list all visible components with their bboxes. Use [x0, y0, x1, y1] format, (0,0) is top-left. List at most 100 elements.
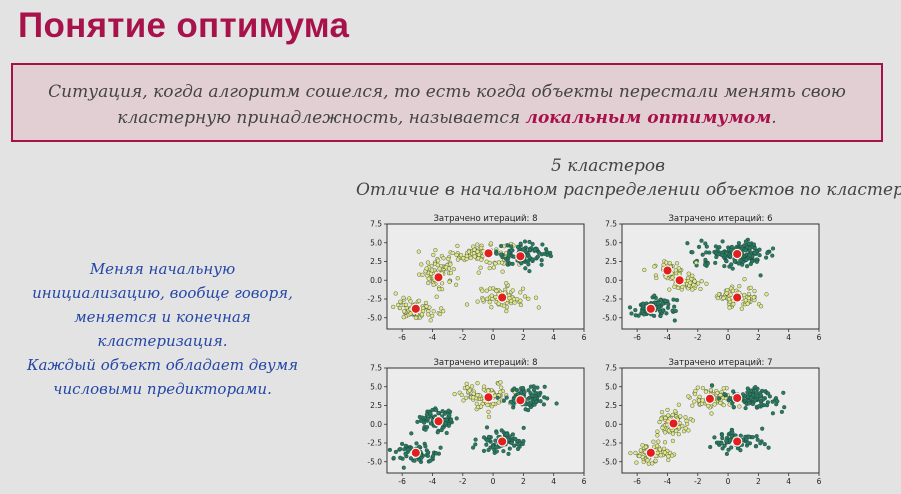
data-point	[690, 273, 695, 278]
data-point	[643, 444, 648, 449]
data-point	[428, 458, 433, 463]
data-point	[656, 439, 661, 444]
data-point	[667, 261, 672, 266]
data-point	[700, 386, 705, 391]
data-point	[541, 402, 546, 407]
y-tick-label: -2.5	[367, 295, 382, 304]
data-point	[718, 400, 723, 405]
data-point	[514, 388, 520, 393]
data-point	[673, 268, 678, 273]
data-point	[425, 453, 430, 458]
centroid-marker	[433, 416, 444, 427]
data-point	[660, 308, 666, 313]
data-point	[402, 447, 407, 452]
data-point	[463, 395, 469, 400]
data-point	[452, 392, 457, 397]
data-point	[464, 302, 470, 307]
data-point	[692, 399, 697, 404]
y-tick-label: 0.0	[605, 420, 617, 429]
plot-title: Затрачено итераций: 7	[668, 358, 772, 368]
data-point	[657, 447, 662, 452]
data-point	[652, 264, 657, 269]
scatter-svg: Затрачено итераций: 8 -6 -4 -2 0 2 4 6 7.5 5.0 2.5…	[367, 358, 587, 486]
centroid-marker	[515, 251, 526, 262]
data-point	[401, 295, 406, 300]
data-point	[686, 394, 691, 399]
definition-suffix: .	[771, 108, 777, 128]
centroid-marker	[410, 303, 421, 314]
data-point	[478, 265, 483, 270]
data-point	[401, 465, 406, 470]
data-point	[387, 447, 392, 452]
data-point	[533, 295, 539, 300]
x-tick-label: 2	[521, 333, 526, 342]
data-point	[758, 273, 763, 278]
data-point	[721, 403, 726, 408]
data-point	[409, 431, 414, 436]
data-point	[485, 296, 490, 301]
data-point	[485, 438, 490, 443]
data-point	[487, 300, 492, 305]
data-point	[423, 444, 428, 449]
data-point	[446, 256, 451, 262]
data-point	[721, 386, 726, 391]
data-point	[755, 437, 760, 442]
data-point	[746, 296, 751, 301]
data-point	[756, 404, 762, 409]
data-point	[475, 404, 481, 410]
data-point	[754, 434, 759, 439]
data-point	[674, 261, 680, 266]
data-point	[663, 415, 668, 421]
plot-title: Затрачено итераций: 8	[433, 214, 537, 224]
data-point	[436, 411, 441, 416]
data-point	[677, 425, 682, 430]
data-point	[530, 257, 535, 262]
data-point	[526, 388, 531, 393]
x-tick-label: 4	[551, 333, 556, 342]
data-point	[703, 241, 708, 246]
data-point	[526, 296, 531, 301]
data-point	[730, 288, 736, 293]
data-point	[488, 241, 493, 246]
data-point	[540, 242, 545, 247]
data-point	[493, 438, 498, 443]
data-point	[673, 409, 678, 414]
data-point	[745, 264, 750, 269]
data-point	[686, 271, 691, 276]
data-point	[461, 398, 466, 403]
data-point	[678, 414, 683, 419]
data-point	[700, 398, 705, 403]
data-point	[655, 450, 660, 455]
data-point	[633, 450, 638, 455]
data-point	[638, 448, 643, 453]
data-point	[527, 269, 532, 274]
data-point	[485, 402, 490, 408]
data-point	[753, 444, 758, 449]
x-tick-label: -2	[694, 477, 702, 486]
y-tick-label: -5.0	[602, 457, 617, 466]
data-point	[436, 258, 441, 263]
data-point	[765, 400, 770, 405]
data-point	[425, 260, 430, 265]
data-point	[722, 392, 727, 397]
definition-main: Ситуация, когда алгоритм сошелся, то ест…	[48, 82, 846, 128]
side-note-line: Меняя начальную	[89, 260, 236, 278]
data-point	[435, 263, 440, 268]
data-point	[489, 305, 494, 310]
centroid-marker	[732, 436, 743, 447]
centroid-marker	[668, 418, 679, 429]
data-point	[782, 405, 787, 410]
data-point	[759, 304, 764, 309]
x-tick-label: 6	[582, 477, 587, 486]
data-point	[533, 247, 538, 252]
data-point	[496, 260, 501, 265]
definition-text: Ситуация, когда алгоритм сошелся, то ест…	[43, 79, 851, 131]
data-point	[719, 432, 725, 437]
data-point	[440, 409, 445, 414]
data-point	[504, 395, 509, 400]
data-point	[526, 396, 531, 401]
data-point	[743, 248, 748, 253]
data-point	[468, 255, 473, 260]
data-point	[493, 294, 498, 300]
data-point	[465, 385, 470, 390]
